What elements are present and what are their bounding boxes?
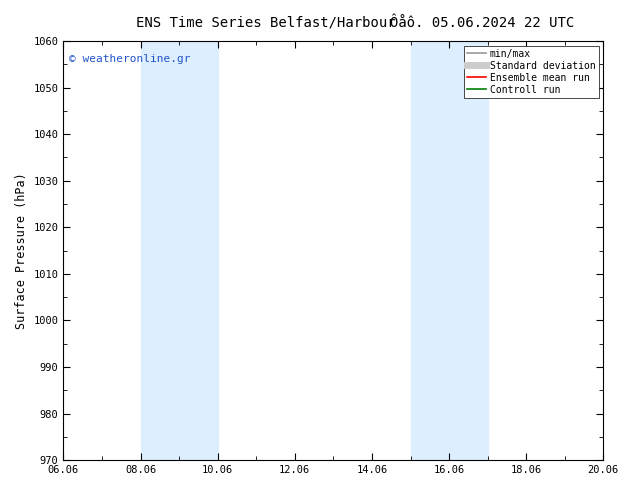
Text: ENS Time Series Belfast/Harbour: ENS Time Series Belfast/Harbour [136, 16, 396, 30]
Legend: min/max, Standard deviation, Ensemble mean run, Controll run: min/max, Standard deviation, Ensemble me… [463, 46, 598, 98]
Text: Ôåô. 05.06.2024 22 UTC: Ôåô. 05.06.2024 22 UTC [390, 16, 574, 30]
Y-axis label: Surface Pressure (hPa): Surface Pressure (hPa) [15, 172, 28, 329]
Bar [411, 41, 488, 460]
Text: © weatheronline.gr: © weatheronline.gr [69, 53, 190, 64]
Bar [141, 41, 217, 460]
